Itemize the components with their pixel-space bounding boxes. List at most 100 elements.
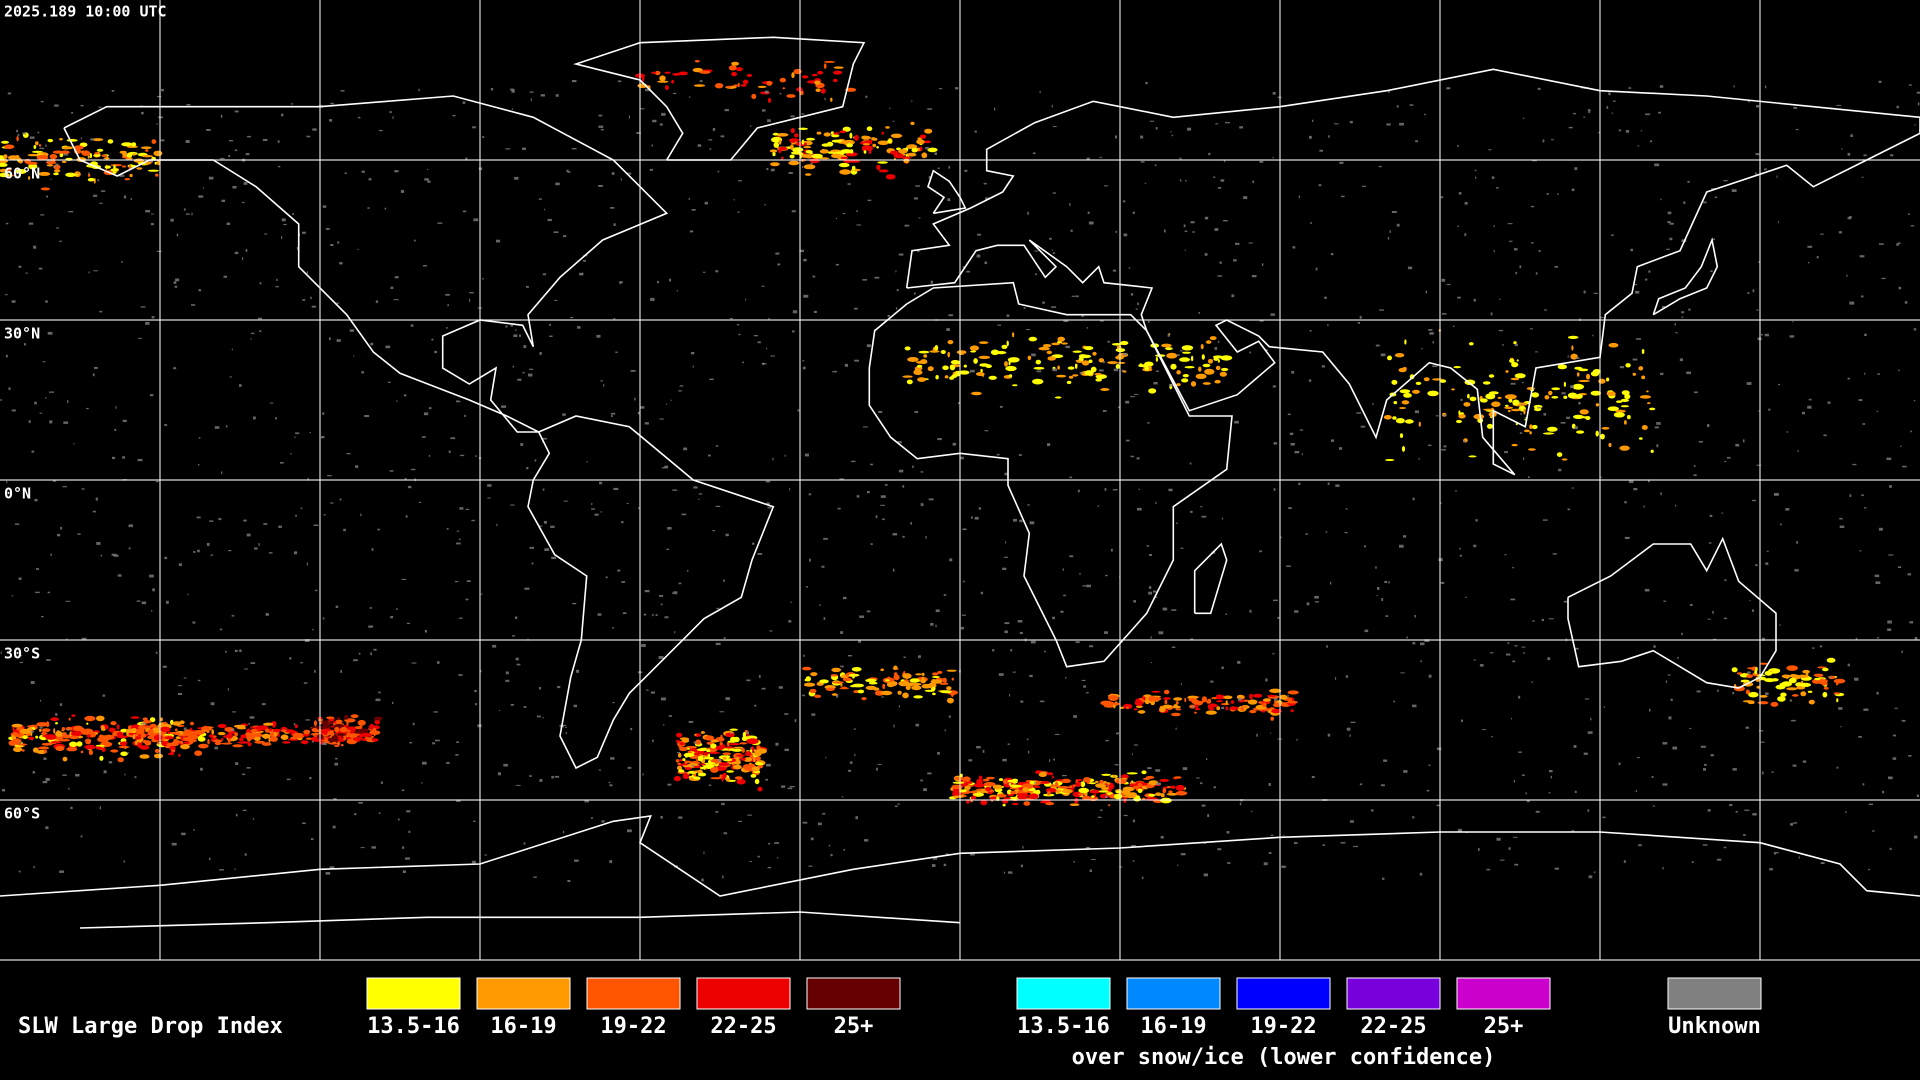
unknown-speck (708, 454, 711, 457)
unknown-speck (456, 530, 460, 532)
unknown-speck (315, 589, 318, 592)
unknown-speck (1065, 677, 1067, 679)
unknown-speck (803, 258, 807, 262)
cloud-speck (1451, 388, 1455, 391)
cloud-speck (1068, 375, 1074, 379)
cloud-speck (861, 697, 867, 701)
unknown-speck (1027, 211, 1029, 215)
unknown-speck (264, 233, 268, 235)
cloud-speck (838, 162, 850, 168)
unknown-speck (1314, 601, 1320, 603)
unknown-speck (413, 239, 416, 242)
unknown-speck (1132, 819, 1135, 823)
unknown-speck (1755, 153, 1760, 156)
unknown-speck (279, 462, 284, 464)
unknown-speck (840, 665, 844, 668)
unknown-speck (412, 722, 415, 726)
unknown-speck (881, 696, 884, 698)
unknown-speck (617, 569, 621, 572)
unknown-speck (1529, 328, 1533, 330)
cloud-speck (1108, 788, 1112, 792)
unknown-speck (1541, 618, 1544, 622)
cloud-speck (1401, 400, 1410, 405)
cloud-speck (849, 149, 854, 154)
cloud-speck (916, 360, 928, 364)
cloud-speck (1556, 452, 1563, 457)
cloud-speck (1184, 366, 1195, 369)
unknown-speck (487, 497, 491, 499)
cloud-speck (1788, 677, 1797, 684)
unknown-speck (802, 694, 805, 697)
unknown-speck (698, 498, 700, 500)
unknown-speck (1388, 581, 1390, 584)
unknown-speck (1910, 430, 1912, 433)
unknown-speck (1380, 353, 1386, 357)
unknown-speck (1144, 182, 1147, 184)
unknown-speck (227, 688, 229, 691)
unknown-speck (306, 271, 308, 274)
cloud-speck (261, 733, 271, 739)
unknown-speck (259, 282, 262, 285)
cloud-speck (1529, 431, 1532, 435)
unknown-speck (198, 437, 201, 439)
cloud-speck (962, 776, 971, 782)
unknown-speck (367, 207, 370, 209)
unknown-speck (943, 863, 947, 867)
cloud-speck (848, 673, 860, 677)
unknown-speck (1820, 862, 1825, 864)
unknown-speck (1693, 465, 1696, 467)
unknown-speck (1294, 842, 1298, 844)
cloud-speck (1737, 672, 1742, 675)
cloud-speck (872, 143, 877, 148)
unknown-speck (875, 515, 878, 519)
unknown-speck (1796, 541, 1799, 544)
unknown-speck (613, 318, 616, 320)
unknown-speck (1765, 562, 1769, 565)
unknown-speck (1457, 296, 1461, 299)
unknown-speck (177, 685, 183, 687)
cloud-data-layer (0, 60, 1920, 883)
unknown-speck (1270, 732, 1272, 734)
unknown-speck (549, 335, 553, 337)
cloud-speck (1008, 796, 1018, 801)
unknown-speck (529, 775, 532, 777)
cloud-speck (1159, 706, 1166, 713)
unknown-speck (1187, 127, 1192, 131)
cloud-speck (272, 728, 282, 733)
unknown-speck (1862, 783, 1865, 786)
cloud-speck (1279, 694, 1288, 700)
unknown-speck (914, 411, 919, 413)
unknown-speck (322, 412, 325, 415)
cloud-speck (1072, 374, 1079, 377)
unknown-speck (377, 528, 380, 531)
unknown-speck (708, 139, 713, 141)
cloud-speck (336, 717, 341, 720)
unknown-speck (1259, 320, 1264, 322)
cloud-speck (814, 80, 821, 85)
unknown-speck (538, 525, 543, 527)
unknown-speck (289, 657, 292, 660)
cloud-speck (851, 165, 856, 171)
unknown-speck (1052, 368, 1057, 372)
cloud-speck (190, 721, 194, 726)
unknown-speck (1683, 201, 1686, 204)
unknown-speck (181, 832, 186, 836)
unknown-speck (722, 875, 724, 879)
cloud-speck (1215, 694, 1223, 700)
cloud-speck (986, 776, 995, 780)
unknown-speck (45, 300, 48, 303)
unknown-speck (1119, 866, 1123, 868)
unknown-speck (435, 739, 440, 742)
unknown-speck (421, 782, 423, 784)
cloud-speck (720, 734, 723, 739)
cloud-speck (314, 720, 317, 727)
cloud-speck (1792, 694, 1799, 697)
unknown-speck (1807, 245, 1813, 248)
unknown-speck (1898, 566, 1902, 568)
cloud-speck (704, 735, 715, 741)
cloud-speck (1058, 786, 1070, 789)
unknown-speck (275, 286, 279, 288)
cloud-speck (676, 732, 683, 738)
unknown-speck (856, 224, 861, 226)
unknown-speck (1148, 320, 1150, 323)
